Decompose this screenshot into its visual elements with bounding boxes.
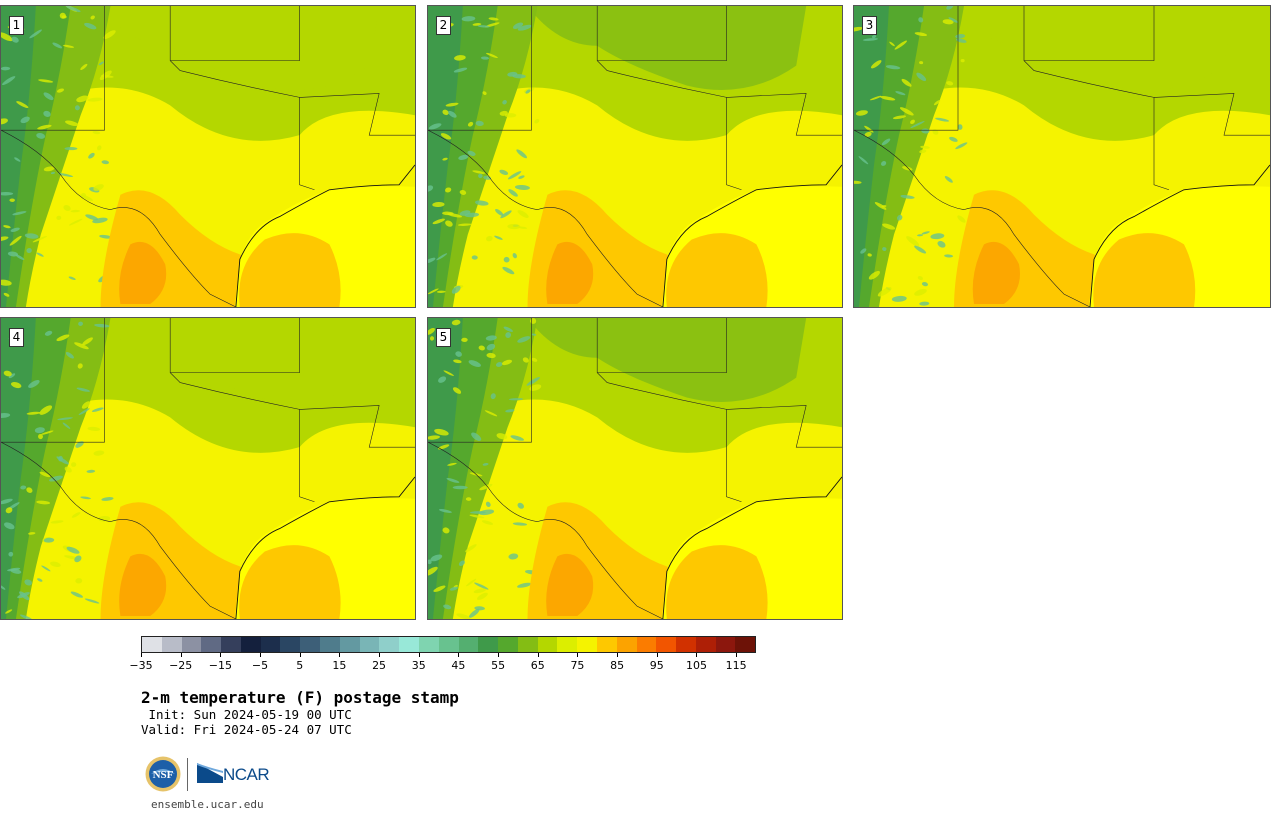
logo-divider: [187, 758, 188, 791]
colorbar-swatch: [735, 637, 756, 652]
colorbar-swatch: [418, 637, 439, 652]
colorbar-swatch: [537, 637, 558, 652]
panel-number-badge: 4: [9, 328, 24, 347]
ncar-mark-icon: [197, 763, 223, 783]
colorbar-tick: [577, 653, 579, 657]
colorbar-tick-label: 65: [530, 659, 545, 672]
forecast-panel-1[interactable]: 1: [0, 5, 416, 308]
colorbar-tick: [339, 653, 341, 657]
nsf-logo-text: NSF: [153, 769, 174, 781]
valid-time: Valid: Fri 2024-05-24 07 UTC: [141, 722, 352, 737]
temperature-field: [1, 318, 415, 619]
colorbar-tick: [299, 653, 301, 657]
colorbar-swatch: [577, 637, 597, 652]
forecast-panel-4[interactable]: 4: [0, 317, 416, 620]
panel-number-badge: 1: [9, 16, 24, 35]
colorbar-swatch: [161, 637, 182, 652]
colorbar-tick-label: 25: [372, 659, 387, 672]
colorbar-tick-label: 55: [491, 659, 506, 672]
colorbar-swatch: [260, 637, 281, 652]
colorbar-swatch: [715, 637, 736, 652]
colorbar-tick: [379, 653, 381, 657]
site-url[interactable]: ensemble.ucar.edu: [151, 798, 264, 811]
colorbar-tick-label: 95: [649, 659, 664, 672]
colorbar-swatch: [656, 637, 677, 652]
colorbar-tick: [696, 653, 698, 657]
colorbar-tick-label: −5: [251, 659, 269, 672]
panel-number-badge: 2: [436, 16, 451, 35]
temperature-field: [1, 6, 415, 307]
panel-number-badge: 5: [436, 328, 451, 347]
ncar-logo-text: NCAR: [223, 765, 270, 784]
colorbar-tick: [656, 653, 658, 657]
colorbar-tick: [498, 653, 500, 657]
forecast-panel-2[interactable]: 2: [427, 5, 843, 308]
colorbar-swatch: [399, 637, 419, 652]
colorbar-swatch: [300, 637, 321, 652]
colorbar-swatch: [676, 637, 696, 652]
colorbar-tick-label: 75: [570, 659, 585, 672]
colorbar-swatch: [498, 637, 518, 652]
colorbar-tick: [617, 653, 619, 657]
colorbar-tick-label: 115: [725, 659, 747, 672]
colorbar-tick-label: 105: [685, 659, 707, 672]
temperature-colorbar: [141, 636, 756, 653]
colorbar-swatch: [142, 637, 162, 652]
colorbar-tick-label: 45: [451, 659, 466, 672]
colorbar-tick-label: −15: [208, 659, 232, 672]
colorbar-swatch: [280, 637, 301, 652]
colorbar-tick-label: 85: [610, 659, 625, 672]
colorbar-tick: [458, 653, 460, 657]
temperature-map: [428, 6, 842, 307]
colorbar-swatch: [221, 637, 241, 652]
colorbar-swatch: [616, 637, 637, 652]
colorbar-tick: [141, 653, 142, 657]
colorbar-tick-label: 15: [332, 659, 347, 672]
temperature-map: [1, 318, 415, 619]
nsf-logo: NSF: [145, 756, 181, 792]
init-time: Init: Sun 2024-05-19 00 UTC: [141, 707, 352, 722]
colorbar-tick: [260, 653, 262, 657]
colorbar-swatch: [201, 637, 222, 652]
colorbar-tick: [736, 653, 738, 657]
colorbar-swatch: [379, 637, 400, 652]
colorbar-tick-label: −35: [129, 659, 153, 672]
temperature-field: [854, 6, 1270, 307]
colorbar-swatch: [478, 637, 499, 652]
colorbar-swatch: [636, 637, 657, 652]
colorbar-swatch: [320, 637, 340, 652]
colorbar-swatch: [438, 637, 459, 652]
colorbar-tick: [418, 653, 420, 657]
temperature-field: [428, 318, 842, 619]
colorbar-swatch: [181, 637, 202, 652]
colorbar-swatch: [517, 637, 538, 652]
colorbar-tick-label: 5: [296, 659, 304, 672]
temperature-field: [428, 6, 842, 307]
colorbar-tick: [537, 653, 539, 657]
forecast-panel-3[interactable]: 3: [853, 5, 1271, 308]
temperature-map: [1, 6, 415, 307]
temperature-map: [428, 318, 842, 619]
colorbar-tick-labels: −35 −25 −15 −5 5 15 25 35 45 55 65 75 85 95 105 115: [129, 653, 756, 673]
panel-number-badge: 3: [862, 16, 877, 35]
temperature-map: [854, 6, 1270, 307]
logos: NSF NCAR: [145, 756, 285, 794]
colorbar-tick: [220, 653, 222, 657]
product-title: 2-m temperature (F) postage stamp: [141, 688, 459, 707]
colorbar-swatch: [557, 637, 578, 652]
colorbar-tick: [180, 653, 182, 657]
colorbar-tick-label: −25: [169, 659, 193, 672]
colorbar-swatch: [458, 637, 479, 652]
colorbar-swatch: [596, 637, 617, 652]
colorbar-tick-label: 35: [411, 659, 426, 672]
colorbar-swatch: [359, 637, 380, 652]
forecast-panel-5[interactable]: 5: [427, 317, 843, 620]
colorbar-swatch: [695, 637, 716, 652]
colorbar-swatch: [240, 637, 261, 652]
colorbar-swatch: [339, 637, 360, 652]
